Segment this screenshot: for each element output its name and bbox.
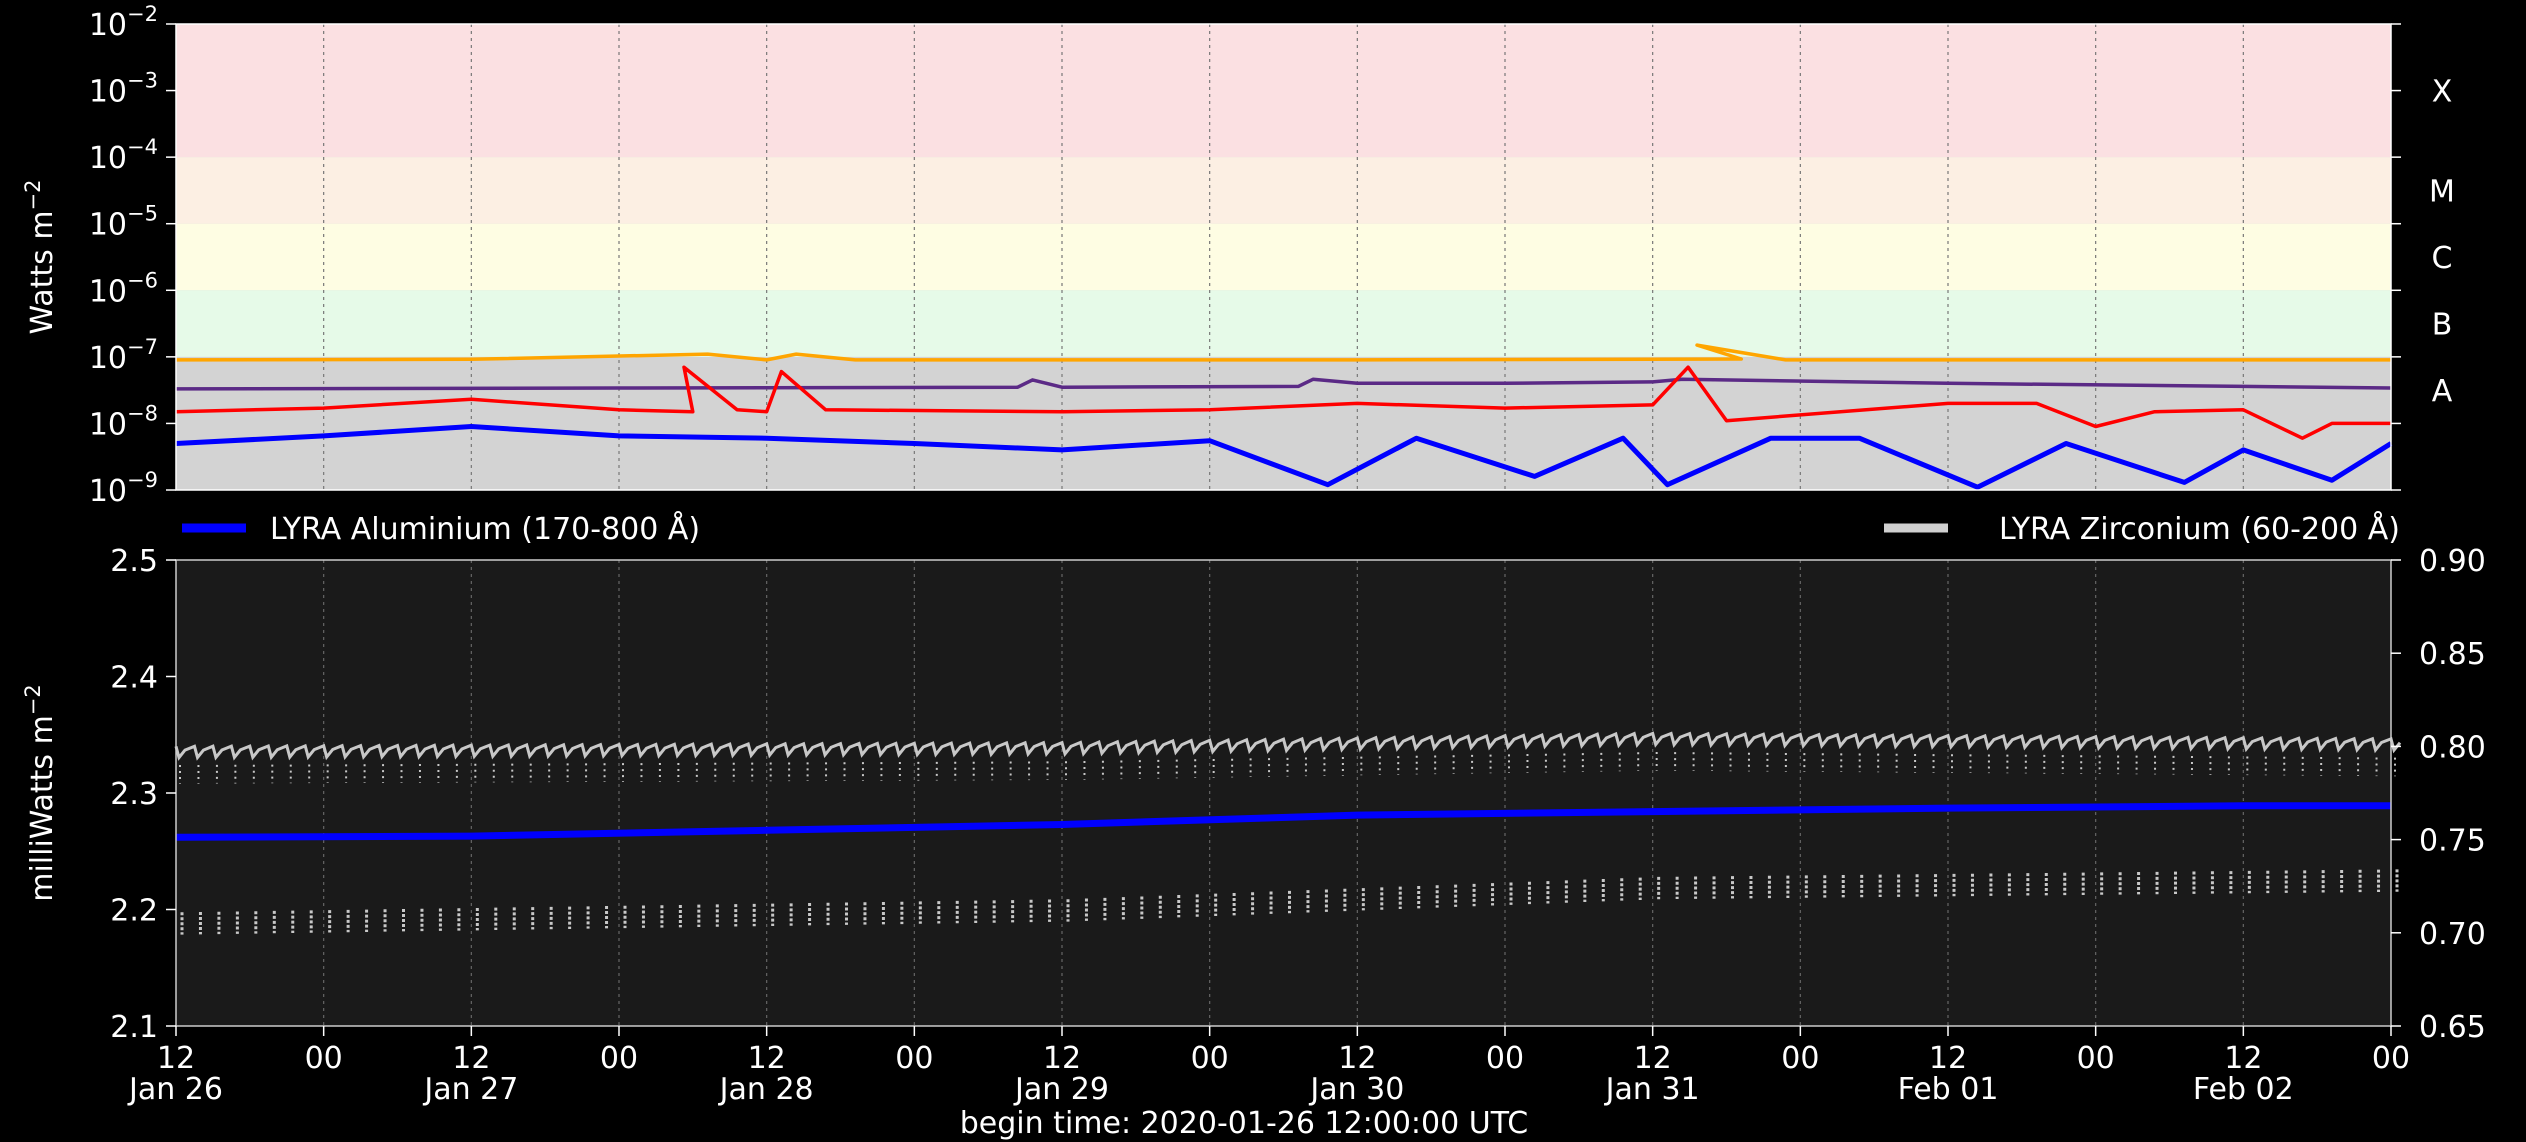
bottom-y2tick-label: 0.85 [2419, 637, 2486, 672]
bottom-y2tick-label: 0.90 [2419, 544, 2486, 579]
top-ytick-label: 10−9 [89, 468, 158, 509]
flare-class-label-c: C [2432, 241, 2453, 276]
bottom-panel: 2.1 2.2 2.3 2.4 2.5 0.65 0.70 0.75 0.80 0.85 0.90 m… [21, 544, 2486, 1107]
top-ytick-label: 10−3 [89, 69, 158, 110]
bottom-ytick-label: 2.4 [110, 661, 158, 696]
xtick-label-hour: 12 [1338, 1041, 1376, 1076]
xtick-label-hour: 12 [1634, 1041, 1672, 1076]
flare-class-label-m: M [2429, 174, 2455, 209]
xtick-label-hour: 00 [895, 1041, 933, 1076]
xtick-label-hour: 12 [157, 1041, 195, 1076]
bottom-y2tick-label: 0.80 [2419, 730, 2486, 765]
top-ytick-label: 10−8 [89, 401, 158, 442]
xtick-label-date: Feb 02 [2193, 1072, 2294, 1107]
bottom-ytick-label: 2.1 [110, 1010, 158, 1045]
bottom-y2tick-label: 0.65 [2419, 1010, 2486, 1045]
xtick-label-date: Feb 01 [1898, 1072, 1999, 1107]
xtick-label-date: Jan 31 [1604, 1072, 1700, 1107]
legend-label-aluminium: LYRA Aluminium (170-800 Å) [270, 511, 700, 547]
top-frame [175, 23, 2392, 491]
xtick-label-hour: 12 [1929, 1041, 1967, 1076]
xtick-label-hour: 00 [600, 1041, 638, 1076]
xtick-label-hour: 00 [305, 1041, 343, 1076]
bottom-ytick-label: 2.5 [110, 544, 158, 579]
bottom-plot-area [176, 560, 2391, 1026]
xtick-label-hour: 00 [1191, 1041, 1229, 1076]
bottom-ytick-label: 2.3 [110, 777, 158, 812]
flare-band-c [176, 223, 2391, 291]
top-series-goes_short [175, 377, 2392, 391]
top-ytick-label: 10−7 [89, 335, 158, 376]
xtick-label-date: Jan 30 [1308, 1072, 1404, 1107]
xtick-label-hour: 00 [2372, 1041, 2410, 1076]
zr-upper-series [174, 731, 2402, 761]
top-ytick-label: 10−4 [89, 135, 158, 176]
xtick-label-hour: 12 [2224, 1041, 2262, 1076]
xtick-label-hour: 00 [1486, 1041, 1524, 1076]
top-ytick-label: 10−6 [89, 268, 158, 309]
bottom-y2tick-label: 0.70 [2419, 917, 2486, 952]
legend-label-zirconium: LYRA Zirconium (60-200 Å) [1999, 511, 2400, 547]
flare-band-b [176, 290, 2391, 357]
bottom-ytick-label: 2.2 [110, 894, 158, 929]
top-ytick-label: 10−5 [89, 202, 158, 243]
flare-class-label-b: B [2432, 308, 2453, 343]
legend: LYRA Aluminium (170-800 Å) LYRA Zirconium… [182, 511, 2400, 547]
flare-class-label-a: A [2432, 374, 2453, 409]
xtick-label-date: Jan 28 [718, 1072, 814, 1107]
xtick-label-date: Jan 26 [127, 1072, 223, 1107]
top-series-goes_long [175, 343, 2391, 362]
xtick-label-date: Jan 29 [1013, 1072, 1109, 1107]
flare-band-m [176, 157, 2391, 224]
top-ylabel: Watts m−2 [21, 179, 60, 334]
top-series-lyra_al_top [175, 424, 2393, 490]
top-ytick-label: 10−2 [89, 2, 158, 43]
xtick-label-hour: 12 [452, 1041, 490, 1076]
flare-band-x [176, 24, 2391, 158]
xtick-label-date: Jan 27 [422, 1072, 518, 1107]
xtick-label-hour: 12 [1043, 1041, 1081, 1076]
xtick-label-hour: 00 [1781, 1041, 1819, 1076]
flare-class-label-x: X [2432, 75, 2453, 110]
begin-time-label: begin time: 2020-01-26 12:00:00 UTC [960, 1106, 1528, 1141]
xtick-label-hour: 00 [2077, 1041, 2115, 1076]
top-series-lyra_zr_top [175, 365, 2391, 440]
xtick-label-hour: 12 [748, 1041, 786, 1076]
al-series [175, 802, 2391, 841]
bottom-ylabel: milliWatts m−2 [21, 684, 60, 902]
bottom-y2tick-label: 0.75 [2419, 824, 2486, 859]
